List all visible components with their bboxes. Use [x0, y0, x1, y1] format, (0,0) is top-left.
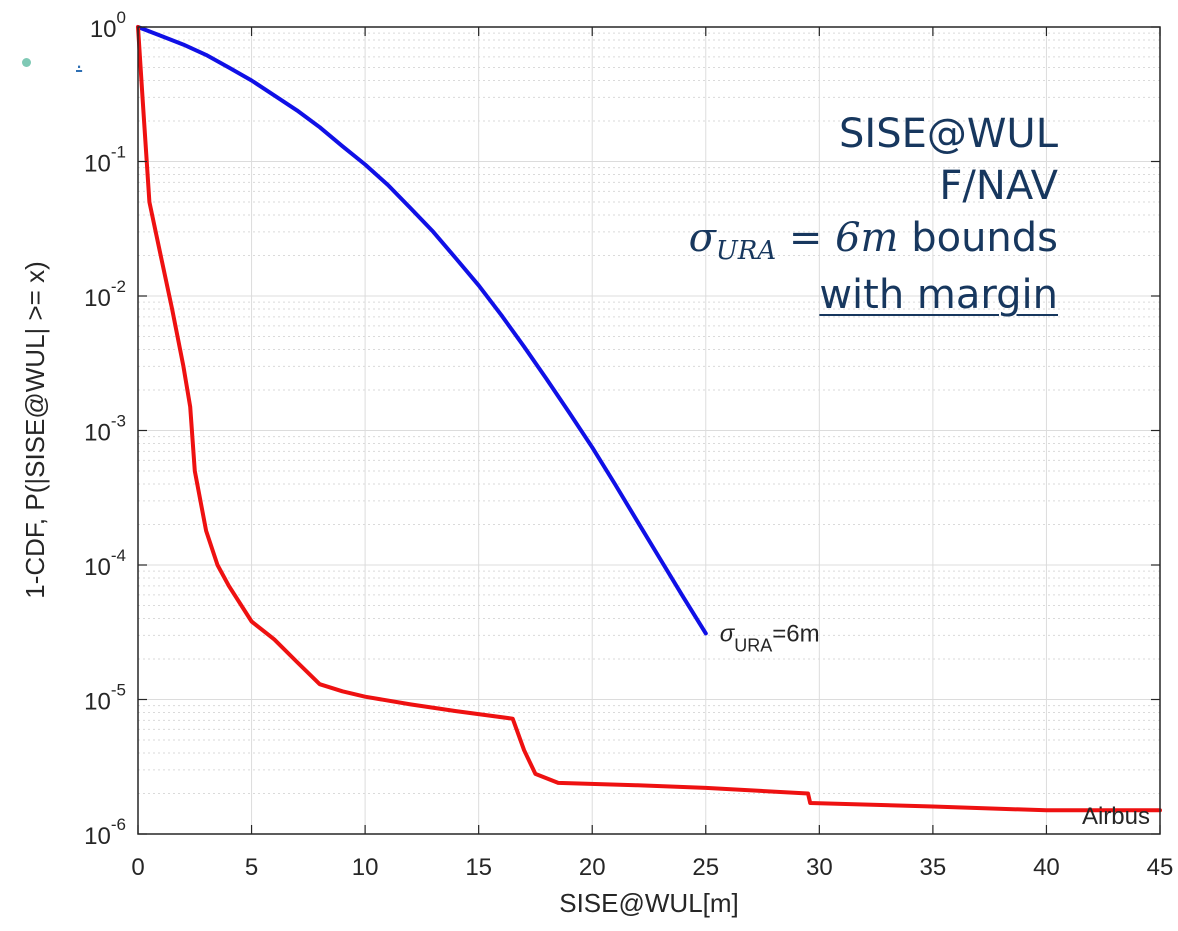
y-tick-label: 10-3: [84, 412, 126, 447]
bounds-text: bounds: [898, 215, 1058, 261]
equation-text: = 6m: [776, 215, 899, 261]
airbus-series-line: [136, 25, 1162, 813]
x-axis-title: SISE@WUL[m]: [559, 888, 739, 918]
y-tick-label: 10-1: [84, 143, 126, 178]
annotation-line-2: F/NAV: [939, 163, 1058, 209]
bullet-link[interactable]: .: [76, 48, 83, 73]
tick-layer: [137, 26, 1161, 835]
x-tick-label: 10: [352, 854, 379, 881]
bullet-dot: [22, 58, 31, 67]
series-layer: [136, 25, 1162, 813]
y-tick-label: 10-5: [84, 681, 126, 716]
y-tick-label: 10-6: [84, 815, 126, 850]
x-tick-label: 15: [465, 854, 492, 881]
x-tick-label: 5: [245, 854, 258, 881]
x-tick-label: 40: [1033, 854, 1060, 881]
y-axis-title: 1-CDF, P(|SISE@WUL| >= x): [20, 261, 50, 599]
annotation-line-4: with margin: [819, 272, 1058, 318]
sigma-symbol: σ: [688, 215, 716, 261]
x-tick-label: 20: [579, 854, 606, 881]
sigma-ura-series-label: σURA=6m: [720, 620, 820, 655]
y-tick-label: 10-2: [84, 277, 126, 312]
x-tick-label: 35: [920, 854, 947, 881]
annotation-line-3: σURA = 6m bounds: [689, 212, 1058, 269]
x-tick-label: 45: [1147, 854, 1174, 881]
y-tick-label: 100: [90, 8, 126, 43]
x-tick-label: 25: [692, 854, 719, 881]
minor-grid: [138, 32, 1160, 795]
label-layer: 0 5 10 15 20 25 30 35 40 45 100 10-1 10-2 10-3 10-4 10-…: [84, 8, 1173, 881]
annotation-box: SISE@WUL F/NAV σURA = 6m bounds with mar…: [689, 108, 1058, 321]
y-tick-label: 10-4: [84, 546, 126, 581]
x-tick-label: 30: [806, 854, 833, 881]
sigma-subscript: URA: [715, 236, 777, 266]
x-tick-label: 0: [131, 854, 144, 881]
sigma-ura-series-line: [136, 25, 708, 636]
airbus-label: Airbus: [1082, 803, 1150, 830]
annotation-line-1: SISE@WUL: [839, 111, 1058, 157]
